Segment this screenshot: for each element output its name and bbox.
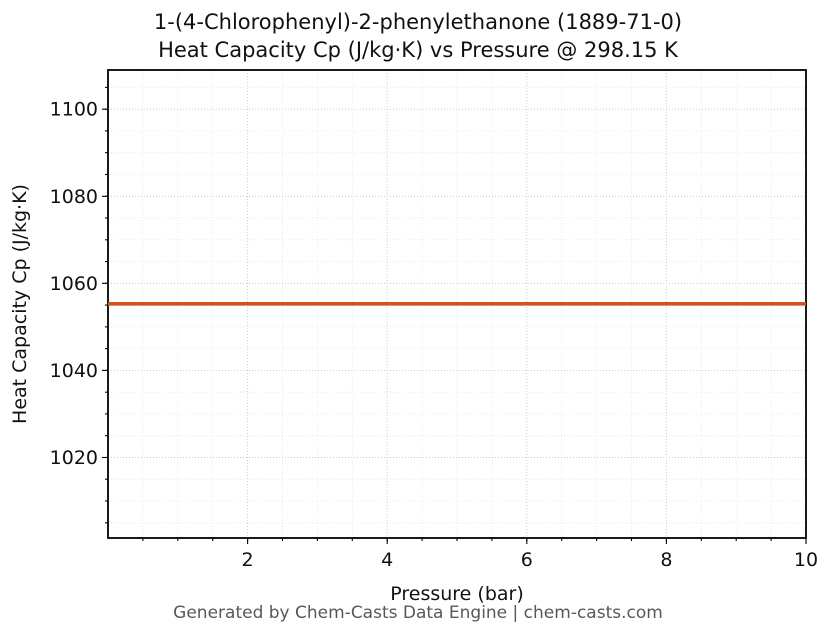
- x-tick-label: 6: [521, 549, 533, 571]
- x-tick-label: 8: [660, 549, 672, 571]
- y-tick-label: 1080: [50, 186, 98, 208]
- y-tick-label: 1100: [50, 99, 98, 121]
- x-tick-label: 2: [242, 549, 254, 571]
- y-tick-label: 1060: [50, 273, 98, 295]
- tick-marks-layer: [102, 86, 807, 544]
- chart-title: 1-(4-Chlorophenyl)-2-phenylethanone (188…: [0, 8, 836, 64]
- chart-title-line2: Heat Capacity Cp (J/kg·K) vs Pressure @ …: [158, 38, 678, 62]
- tick-labels-layer: 2 4 6 8 10 1020 1040 1060 1080 1100: [50, 99, 818, 571]
- x-axis-label: Pressure (bar): [390, 583, 524, 605]
- y-tick-label: 1040: [50, 360, 98, 382]
- x-tick-label: 4: [381, 549, 393, 571]
- x-tick-label: 10: [794, 549, 818, 571]
- y-axis-label: Heat Capacity Cp (J/kg·K): [9, 184, 31, 424]
- footer-attribution: Generated by Chem-Casts Data Engine | ch…: [173, 603, 663, 623]
- y-tick-label: 1020: [50, 447, 98, 469]
- chart-title-line1: 1-(4-Chlorophenyl)-2-phenylethanone (188…: [153, 10, 683, 34]
